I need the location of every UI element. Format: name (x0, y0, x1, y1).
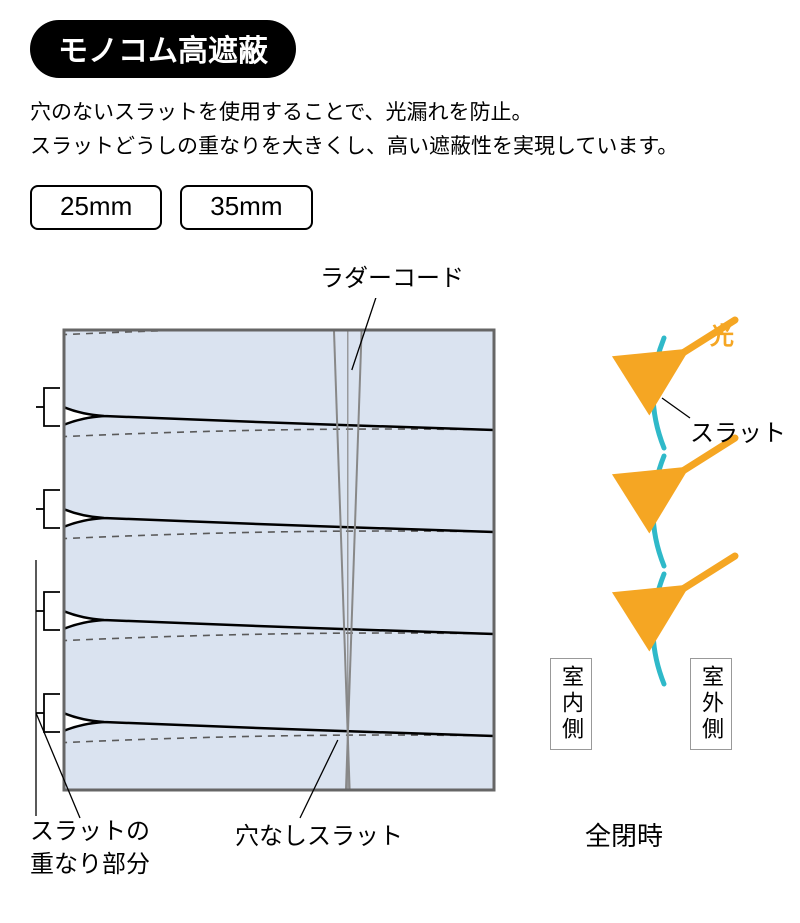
label-slat: スラット (690, 413, 786, 448)
label-no-hole-slat: 穴なしスラット (235, 816, 403, 851)
label-overlap: スラットの 重なり部分 (30, 816, 150, 881)
label-overlap-l1: スラットの (30, 818, 150, 845)
label-interior: 室内側 (550, 658, 592, 750)
title-text: モノコム高遮蔽 (58, 35, 268, 68)
size-tag-25: 25mm (30, 185, 162, 230)
label-light: 光 (710, 316, 734, 351)
description: 穴のないスラットを使用することで、光漏れを防止。 スラットどうしの重なりを大きく… (30, 96, 770, 163)
size-tag-35: 35mm (180, 185, 312, 230)
label-exterior: 室外側 (690, 658, 732, 750)
main-blind-diagram (30, 298, 530, 858)
description-line-2: スラットどうしの重なりを大きくし、高い遮蔽性を実現しています。 (30, 130, 770, 164)
description-line-1: 穴のないスラットを使用することで、光漏れを防止。 (30, 96, 770, 130)
diagram-area: ラダーコード スラットの 重なり部分 穴なしスラット 光 スラット 室内側 室外… (30, 258, 770, 898)
label-ladder-cord: ラダーコード (320, 258, 464, 293)
label-fully-closed: 全閉時 (585, 816, 663, 853)
title-pill: モノコム高遮蔽 (30, 20, 296, 78)
label-overlap-l2: 重なり部分 (30, 851, 150, 878)
size-row: 25mm 35mm (30, 185, 770, 230)
